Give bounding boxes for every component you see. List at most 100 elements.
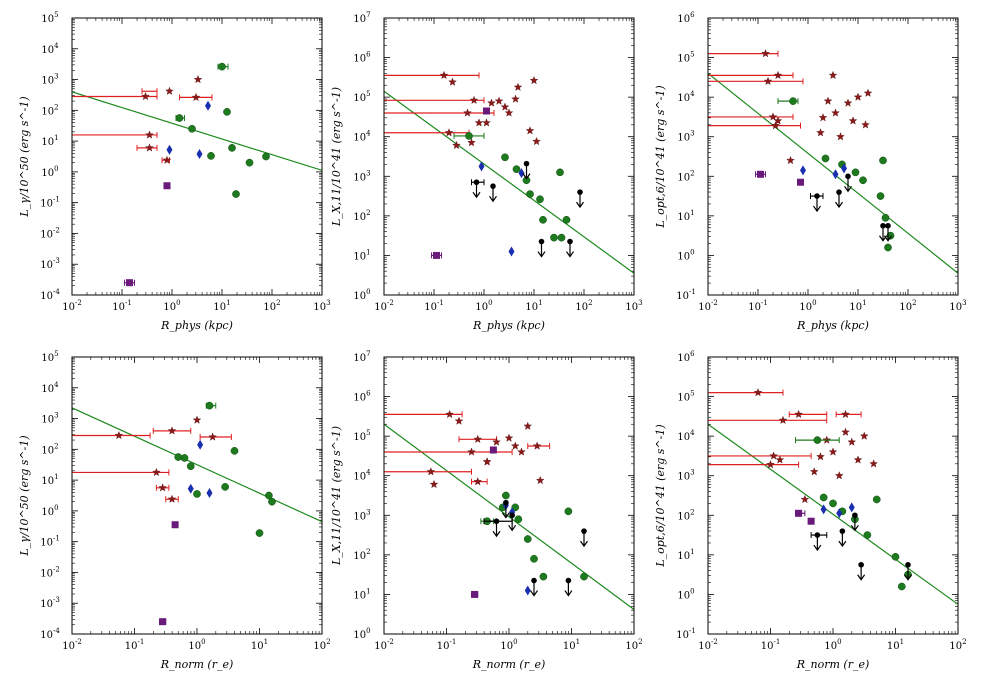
data-point bbox=[171, 521, 179, 529]
data-point bbox=[471, 179, 485, 199]
fit-line bbox=[384, 423, 634, 610]
x-tick-label: 102 bbox=[899, 299, 916, 313]
data-point bbox=[166, 144, 173, 155]
y-axis-label: L_opt,6/10^41 (erg s^-1) bbox=[654, 424, 667, 567]
star-marker bbox=[769, 451, 778, 460]
data-point bbox=[897, 582, 906, 591]
data-point bbox=[708, 121, 801, 130]
data-point bbox=[788, 409, 828, 419]
circle-marker bbox=[897, 582, 906, 591]
data-point bbox=[205, 100, 211, 111]
x-tick-label: 100 bbox=[188, 638, 205, 652]
data-point bbox=[566, 238, 574, 258]
down-arrow-icon bbox=[472, 191, 481, 199]
data-point bbox=[510, 441, 520, 450]
circle-marker bbox=[265, 491, 273, 500]
data-point bbox=[809, 467, 819, 476]
star-marker bbox=[834, 471, 844, 480]
y-tick-label: 106 bbox=[677, 350, 695, 364]
star-marker bbox=[463, 108, 472, 117]
series-blue-diamonds bbox=[166, 100, 211, 160]
star-marker bbox=[778, 415, 788, 425]
diamond-marker bbox=[836, 508, 843, 519]
star-marker bbox=[167, 494, 177, 503]
star-marker bbox=[510, 441, 520, 450]
data-point bbox=[904, 561, 912, 581]
data-point bbox=[483, 107, 490, 115]
data-point bbox=[755, 170, 766, 178]
star-marker bbox=[191, 92, 201, 102]
data-point bbox=[850, 512, 859, 532]
circle-marker bbox=[580, 572, 588, 581]
data-point bbox=[562, 215, 571, 224]
series-green-circles bbox=[175, 62, 270, 198]
y-tick-label: 106 bbox=[353, 390, 371, 404]
x-tick-label: 100 bbox=[163, 299, 180, 313]
data-point bbox=[526, 190, 534, 198]
circle-marker bbox=[223, 108, 231, 116]
data-point bbox=[489, 183, 497, 203]
data-point bbox=[876, 192, 885, 200]
fit-line bbox=[708, 72, 958, 274]
data-point bbox=[384, 95, 485, 105]
data-point bbox=[180, 454, 189, 462]
data-point bbox=[708, 451, 812, 460]
circle-marker bbox=[876, 192, 885, 200]
y-tick-label: 10-2 bbox=[40, 565, 60, 579]
star-marker bbox=[445, 409, 454, 419]
data-point bbox=[221, 483, 229, 491]
star-marker bbox=[753, 388, 763, 397]
data-point bbox=[859, 431, 869, 440]
y-tick-label: 10-4 bbox=[40, 288, 60, 302]
star-marker bbox=[492, 437, 501, 446]
star-marker bbox=[841, 427, 850, 436]
star-marker bbox=[763, 76, 773, 86]
star-marker bbox=[513, 82, 523, 91]
y-tick-label: 104 bbox=[41, 42, 59, 56]
circle-marker bbox=[193, 490, 201, 498]
down-arrow-icon bbox=[835, 201, 843, 209]
y-tick-label: 10-1 bbox=[676, 627, 696, 641]
star-marker bbox=[818, 113, 828, 122]
circle-marker bbox=[232, 190, 240, 198]
data-point bbox=[193, 490, 201, 498]
data-point bbox=[708, 460, 800, 469]
x-tick-label: 101 bbox=[525, 299, 542, 313]
data-point bbox=[517, 447, 526, 456]
data-point bbox=[511, 94, 520, 103]
data-point bbox=[483, 518, 513, 538]
data-point bbox=[186, 462, 195, 471]
data-point bbox=[206, 488, 213, 499]
y-tick-label: 10-4 bbox=[40, 627, 60, 641]
x-tick-label: 100 bbox=[475, 299, 492, 313]
circle-marker bbox=[230, 447, 239, 455]
series-green-circles bbox=[174, 401, 276, 537]
y-tick-label: 101 bbox=[677, 209, 694, 223]
data-point bbox=[207, 152, 215, 160]
x-axis-label: R_phys (kpc) bbox=[472, 319, 545, 332]
x-axis-label: R_phys (kpc) bbox=[796, 319, 869, 332]
y-tick-label: 100 bbox=[353, 288, 370, 302]
data-point bbox=[192, 415, 202, 424]
down-arrow-icon bbox=[844, 185, 852, 193]
star-marker bbox=[771, 121, 780, 130]
y-axis-label: L_X,11/10^41 (erg s^-1) bbox=[330, 426, 343, 566]
star-marker bbox=[853, 455, 863, 464]
y-tick-label: 106 bbox=[677, 11, 695, 25]
star-marker bbox=[141, 91, 150, 101]
y-tick-label: 10-1 bbox=[40, 535, 60, 549]
x-tick-label: 102 bbox=[313, 638, 330, 652]
plot-area bbox=[72, 18, 322, 295]
x-axis-label: R_phys (kpc) bbox=[160, 319, 233, 332]
y-tick-label: 102 bbox=[41, 103, 58, 117]
series-green-circles bbox=[795, 436, 912, 591]
series-black-upper-limits bbox=[483, 499, 588, 597]
star-marker bbox=[145, 130, 154, 139]
circle-marker bbox=[502, 491, 510, 500]
circle-marker bbox=[562, 215, 571, 224]
star-marker bbox=[843, 98, 853, 107]
data-point bbox=[471, 590, 479, 598]
down-arrow-icon bbox=[850, 524, 859, 532]
data-point bbox=[384, 409, 463, 419]
star-marker bbox=[429, 479, 439, 489]
